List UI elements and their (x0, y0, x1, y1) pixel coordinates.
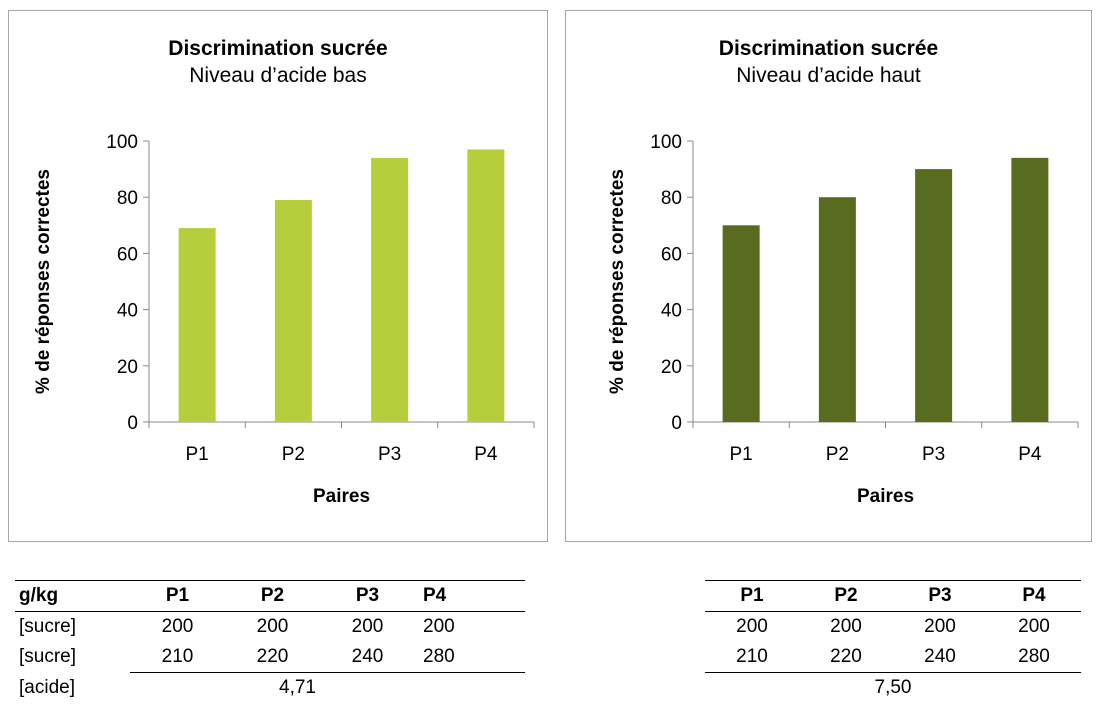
bar-p4 (467, 149, 505, 422)
cell: 200 (1018, 616, 1050, 637)
col-header-p3: P3 (320, 580, 415, 612)
table-header-row: g/kg P1 P2 P3 P4 (15, 580, 525, 612)
bar-p2 (818, 197, 856, 422)
bar-chart-low-acid: 0 20 40 60 80 100 P1 P2 P3 P4 Paires % de réponses … (33, 132, 535, 507)
chart-title: Discrimination sucrée (718, 37, 939, 60)
table-row: [sucre] 200 200 200 200 (15, 612, 525, 643)
cell: 200 (256, 616, 289, 637)
x-tick-label: P4 (474, 444, 498, 465)
y-tick-label: 40 (661, 301, 682, 322)
concentration-table-low-acid: g/kg P1 P2 P3 P4 [sucre] 200 200 200 200… (15, 580, 525, 703)
y-tick-label: 100 (106, 132, 138, 153)
y-tick-label: 60 (661, 244, 682, 265)
chart-panel-low-acid: Discrimination sucrée Niveau d’acide bas… (8, 10, 548, 542)
col-header-p1: P1 (130, 580, 225, 612)
x-tick-label: P2 (282, 444, 305, 465)
unit-header: g/kg (15, 580, 130, 612)
cell: 200 (736, 616, 768, 637)
y-tick-label: 100 (650, 132, 682, 153)
cell: 210 (161, 646, 194, 667)
cell: 200 (351, 616, 384, 637)
y-tick-label: 0 (127, 413, 138, 434)
x-tick-label: P1 (730, 444, 753, 465)
table-row: 200 200 200 200 (705, 612, 1081, 643)
table-header-row: P1 P2 P3 P4 (705, 580, 1081, 612)
x-tick-label: P3 (922, 444, 945, 465)
table-row: 210 220 240 280 (705, 642, 1081, 673)
cell: 280 (423, 646, 455, 667)
col-header-p2: P2 (225, 580, 320, 612)
row-label: [acide] (19, 676, 75, 698)
y-tick-label: 80 (661, 188, 682, 209)
bar-chart-high-acid: 0 20 40 60 80 100 P1 P2 P3 P4 Paires % de réponses … (607, 132, 1079, 507)
bar-p3 (371, 157, 409, 423)
x-tick-label: P3 (378, 444, 401, 465)
table-row-acid: 7,50 (705, 672, 1081, 703)
y-axis-label: % de réponses correctes (33, 169, 54, 394)
col-header-p2: P2 (799, 580, 893, 612)
x-axis-label: Paires (857, 486, 914, 507)
acid-value: 7,50 (705, 672, 1081, 703)
row-label: [sucre] (19, 616, 77, 637)
chart-title: Discrimination sucrée (168, 37, 388, 60)
y-tick-label: 60 (117, 244, 138, 265)
x-tick-label: P1 (186, 444, 209, 465)
y-tick-label: 0 (671, 413, 682, 434)
y-tick-label: 80 (117, 188, 138, 209)
x-tick-label: P4 (1018, 444, 1042, 465)
cell: 210 (736, 646, 768, 667)
bar-p4 (1011, 157, 1049, 423)
y-axis-label: % de réponses correctes (607, 169, 628, 394)
col-header-p3: P3 (893, 580, 987, 612)
cell: 200 (423, 616, 455, 637)
row-label: [sucre] (19, 646, 77, 668)
bar-p2 (274, 200, 312, 422)
table-row-acid: [acide] 4,71 (15, 672, 525, 703)
col-header-p4: P4 (415, 580, 525, 612)
cell: 240 (351, 646, 384, 667)
chart-subtitle: Niveau d’acide bas (189, 64, 367, 87)
table-row: [sucre] 210 220 240 280 (15, 642, 525, 673)
bar-p1 (178, 228, 216, 422)
col-header-p1: P1 (705, 580, 799, 612)
cell: 200 (924, 616, 956, 637)
cell: 200 (830, 616, 862, 637)
y-tick-label: 40 (117, 301, 138, 322)
col-header-p4: P4 (987, 580, 1081, 612)
chart-title-block: Discrimination sucrée Niveau d’acide hau… (566, 37, 1091, 88)
chart-subtitle: Niveau d’acide haut (736, 64, 921, 87)
cell: 220 (256, 646, 289, 667)
acid-value: 4,71 (130, 672, 525, 703)
y-tick-label: 20 (117, 357, 138, 378)
x-tick-label: P2 (826, 444, 849, 465)
cell: 220 (830, 646, 862, 667)
cell: 200 (161, 616, 194, 637)
bar-p1 (722, 225, 760, 422)
cell: 280 (1018, 646, 1050, 667)
concentration-table-high-acid: P1 P2 P3 P4 200 200 200 200 210 220 240 … (705, 580, 1081, 703)
x-axis-label: Paires (313, 486, 370, 507)
cell: 240 (924, 646, 956, 667)
bar-p3 (915, 169, 953, 422)
chart-panel-high-acid: Discrimination sucrée Niveau d’acide hau… (565, 10, 1092, 542)
chart-title-block: Discrimination sucrée Niveau d’acide bas (9, 37, 547, 88)
y-tick-label: 20 (661, 357, 682, 378)
